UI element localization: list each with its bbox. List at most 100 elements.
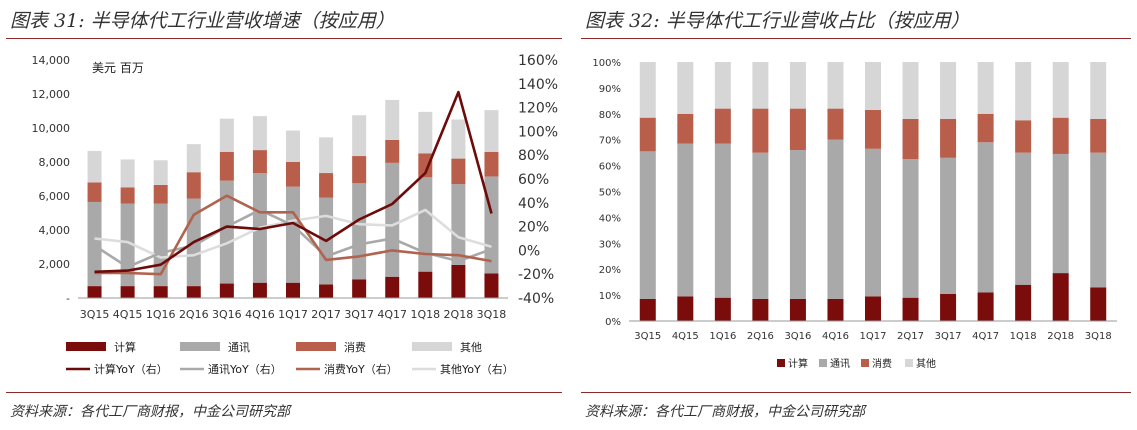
x-tick-label: 1Q16 bbox=[146, 308, 176, 321]
y2-tick-label: 120% bbox=[518, 101, 558, 117]
left-panel: 图表 31: 半导体代工行业营收增速（按应用） - 2,000 4,000 6,000… bbox=[0, 0, 568, 430]
bar-segment bbox=[219, 283, 234, 298]
bar-segment bbox=[451, 184, 466, 265]
y-tick-label: 50% bbox=[599, 188, 621, 199]
x-tick-label: 1Q17 bbox=[278, 308, 308, 321]
bar-segment bbox=[418, 271, 433, 298]
bar-segment bbox=[827, 108, 844, 140]
bar-segment bbox=[120, 286, 135, 298]
bar-segment bbox=[153, 286, 168, 298]
x-tick-label: 1Q16 bbox=[709, 331, 736, 342]
bar-segment bbox=[940, 293, 957, 321]
y2-tick-label: -40% bbox=[518, 291, 554, 307]
legend-swatch bbox=[905, 359, 913, 367]
bar-segment bbox=[752, 152, 769, 299]
legend-label: 其他 bbox=[460, 341, 482, 354]
bar-segment bbox=[87, 286, 102, 298]
right-chart-title: 图表 32: 半导体代工行业营收占比（按应用） bbox=[585, 10, 970, 32]
bar-segment bbox=[87, 150, 102, 183]
legend-label: 计算YoY（右） bbox=[94, 362, 168, 376]
bar-segment bbox=[252, 116, 267, 151]
bar-segment bbox=[902, 118, 919, 160]
y-tick-label: 30% bbox=[599, 239, 621, 250]
bar-segment bbox=[451, 119, 466, 159]
bar-segment bbox=[1090, 62, 1107, 119]
bar-segment bbox=[1015, 120, 1032, 153]
bar-segment bbox=[677, 143, 694, 297]
bar-segment bbox=[1090, 152, 1107, 288]
x-tick-label: 2Q16 bbox=[179, 308, 209, 321]
y-tick-label: 8,000 bbox=[39, 156, 71, 169]
y2-tick-label: -20% bbox=[518, 267, 554, 283]
y-tick-label: 70% bbox=[599, 136, 621, 147]
y-tick-label: 80% bbox=[599, 110, 621, 121]
y-tick-label: 14,000 bbox=[32, 54, 71, 67]
y-tick-label: 0% bbox=[605, 317, 621, 328]
x-tick-label: 4Q17 bbox=[972, 331, 999, 342]
bar-segment bbox=[484, 110, 499, 152]
y-tick-label: 10,000 bbox=[32, 122, 71, 135]
bar-segment bbox=[677, 113, 694, 144]
bar-segment bbox=[352, 156, 367, 184]
bar-segment bbox=[752, 62, 769, 109]
legend-swatch bbox=[819, 359, 827, 367]
bar-segment bbox=[418, 111, 433, 154]
x-tick-label: 2Q18 bbox=[1047, 331, 1074, 342]
bar-segment bbox=[789, 298, 806, 321]
bar-segment bbox=[789, 108, 806, 151]
bar-segment bbox=[186, 144, 201, 173]
bar-segment bbox=[286, 186, 300, 283]
right-chart: 0% 10% 20% 30% 40% 50% 60% 70% 80% 90% 100% 3Q15 4Q1… bbox=[592, 58, 1117, 370]
y-tick-label: 4,000 bbox=[39, 224, 71, 237]
bar-segment bbox=[319, 137, 334, 174]
y2-tick-label: 100% bbox=[518, 124, 558, 140]
legend-label: 其他 bbox=[916, 357, 936, 370]
bar-segment bbox=[865, 296, 881, 321]
bar-segment bbox=[153, 160, 168, 185]
legend-label: 通讯YoY（右） bbox=[208, 362, 282, 376]
y2-tick-label: 80% bbox=[518, 148, 549, 164]
bar-segment bbox=[87, 182, 102, 202]
x-tick-label: 4Q16 bbox=[245, 308, 275, 321]
bar-segment bbox=[714, 297, 731, 321]
line-series bbox=[94, 90, 493, 274]
bar-segment bbox=[977, 142, 994, 293]
bar-segment bbox=[1052, 153, 1069, 274]
legend-swatch bbox=[66, 342, 106, 351]
x-tick-label: 3Q16 bbox=[212, 308, 242, 321]
x-tick-label: 4Q15 bbox=[672, 331, 699, 342]
bar-segment bbox=[186, 286, 201, 298]
bar-segment bbox=[1015, 284, 1032, 321]
bar-segment bbox=[484, 151, 499, 177]
y-tick-label: 100% bbox=[592, 58, 621, 69]
bar-segment bbox=[352, 115, 367, 157]
bar-segment bbox=[1015, 152, 1032, 285]
bar-segment bbox=[219, 151, 234, 181]
bar-segment bbox=[940, 157, 957, 294]
bar-segment bbox=[902, 62, 919, 119]
line-series bbox=[94, 208, 492, 259]
y2-tick-label: 160% bbox=[518, 53, 558, 69]
bar-segment bbox=[252, 150, 267, 174]
x-tick-label: 3Q17 bbox=[935, 331, 962, 342]
bar-segment bbox=[827, 139, 844, 299]
y2-tick-label: 140% bbox=[518, 77, 558, 93]
bar-segment bbox=[153, 184, 168, 204]
bar-segment bbox=[827, 62, 844, 109]
y2-tick-label: 0% bbox=[518, 243, 540, 259]
bar-segment bbox=[418, 177, 433, 272]
bar-segment bbox=[352, 279, 367, 298]
x-tick-label: 3Q15 bbox=[634, 331, 661, 342]
x-tick-label: 2Q16 bbox=[747, 331, 774, 342]
left-source-note: 资料来源：各代工厂商财报，中金公司研究部 bbox=[10, 404, 290, 420]
y-tick-label: - bbox=[66, 292, 70, 305]
bar-segment bbox=[120, 187, 135, 204]
right-panel: 图表 32: 半导体代工行业营收占比（按应用） 0% 10% 20% 30% 40% 50… bbox=[575, 0, 1137, 430]
bar-segment bbox=[1090, 287, 1107, 321]
legend-swatch bbox=[412, 342, 452, 351]
bar-segment bbox=[977, 113, 994, 143]
y-tick-label: 40% bbox=[599, 213, 621, 224]
bar-segment bbox=[385, 99, 400, 140]
legend-swatch bbox=[777, 359, 785, 367]
y-tick-label: 12,000 bbox=[32, 88, 71, 101]
